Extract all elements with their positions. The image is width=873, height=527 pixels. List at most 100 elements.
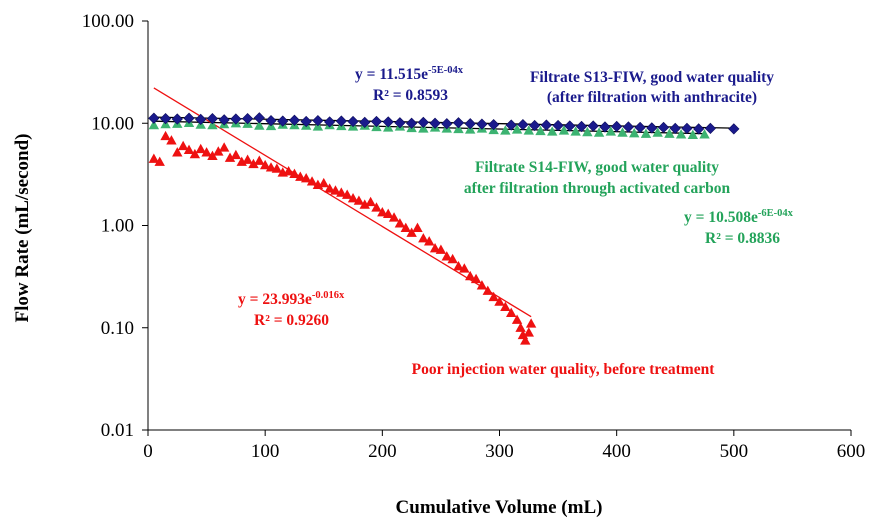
s14-point <box>558 125 570 135</box>
x-tick-label: 400 <box>602 441 631 462</box>
s13-point <box>452 117 465 129</box>
s13-point <box>195 113 207 126</box>
y-tick-label: 10.00 <box>91 113 134 134</box>
s13-r-squared: R² = 0.8593 <box>373 87 448 104</box>
s14-equation-base: y = 10.508e <box>684 209 758 226</box>
s13-point <box>681 122 693 135</box>
s14-r-squared: R² = 0.8836 <box>705 230 780 247</box>
poor-point <box>195 143 206 154</box>
x-tick-label: 200 <box>368 441 397 462</box>
s13-point <box>218 114 230 126</box>
poor-point <box>359 199 370 209</box>
poor-point <box>377 206 388 217</box>
s14-point <box>207 119 218 130</box>
poor-point <box>424 236 435 246</box>
s13-point <box>464 118 476 130</box>
poor-point <box>341 189 353 199</box>
s14-equation: y = 10.508e-6E-04x <box>684 208 794 226</box>
s14-point <box>500 125 511 135</box>
s14-point <box>664 128 675 138</box>
y-tick-label: 1.00 <box>101 216 134 237</box>
poor-point <box>494 296 505 306</box>
s13-point <box>564 120 576 132</box>
poor-point <box>520 335 531 345</box>
poor-point <box>511 314 523 324</box>
poor-point <box>148 153 160 163</box>
poor-point <box>306 176 318 186</box>
s14-point <box>593 127 605 137</box>
s14-point <box>523 125 534 135</box>
y-axis-title: Flow Rate (mL/second) <box>12 134 33 323</box>
s13-point <box>704 122 717 135</box>
poor-point <box>412 222 423 232</box>
poor-equation-exponent: -0.016x <box>312 290 345 301</box>
poor-point <box>500 301 511 312</box>
poor-point <box>470 273 482 284</box>
s13-point <box>382 116 394 128</box>
s13-point <box>265 115 277 127</box>
s14-point <box>652 127 663 137</box>
poor-point <box>515 322 526 332</box>
y-tick-label: 100.00 <box>82 11 134 32</box>
x-tick-label: 500 <box>720 441 749 462</box>
poor-point <box>394 218 406 228</box>
poor-point <box>525 318 537 328</box>
poor-point <box>259 159 271 170</box>
poor-point <box>207 150 218 161</box>
s13-point <box>529 119 541 132</box>
poor-point <box>213 146 224 156</box>
s13-point <box>646 122 658 134</box>
poor-point <box>160 130 171 141</box>
s13-point <box>370 115 383 128</box>
x-tick-label: 600 <box>837 441 866 462</box>
x-tick-label: 0 <box>143 441 153 462</box>
poor-point <box>265 162 277 172</box>
poor-point <box>300 173 312 183</box>
poor-point <box>183 144 195 154</box>
poor-point <box>330 185 341 195</box>
poor-point <box>283 165 294 176</box>
s13-point <box>611 120 623 133</box>
s13-point <box>417 116 429 128</box>
x-tick-label: 100 <box>251 441 280 462</box>
s13-point <box>441 118 453 130</box>
poor-point <box>447 253 458 264</box>
poor-point <box>406 227 417 237</box>
y-tick-label: 0.10 <box>101 318 134 339</box>
poor-point <box>289 168 300 179</box>
s14-label-line-1: Filtrate S14-FIW, good water quality <box>475 159 719 176</box>
poor-point <box>523 327 534 337</box>
poor-point <box>254 155 265 165</box>
s13-point <box>347 115 359 128</box>
data-markers <box>148 112 740 345</box>
poor-point <box>230 149 242 160</box>
poor-point <box>318 177 329 188</box>
poor-point <box>488 291 499 302</box>
poor-point <box>201 147 212 157</box>
s14-label-line-2: after filtration through activated carbo… <box>464 180 731 197</box>
x-axis-title: Cumulative Volume (mL) <box>396 497 603 518</box>
s13-point <box>552 119 564 132</box>
s13-point <box>323 116 336 128</box>
s13-point <box>206 112 219 125</box>
s13-equation: y = 11.515e-5E-04x <box>355 65 464 83</box>
poor-point <box>365 196 376 207</box>
s13-point <box>241 112 254 125</box>
poor-point <box>295 171 306 181</box>
poor-point <box>218 142 230 152</box>
s14-point <box>547 126 558 136</box>
poor-point <box>242 154 253 164</box>
s13-point <box>540 119 552 131</box>
s13-equation-base: y = 11.515e <box>355 66 428 83</box>
s13-point <box>505 119 517 131</box>
s13-point <box>622 121 635 133</box>
poor-point <box>400 222 411 232</box>
s14-point <box>640 128 652 138</box>
poor-point <box>271 163 283 173</box>
poor-point <box>166 135 177 145</box>
s13-point <box>253 112 265 124</box>
s13-point <box>599 121 611 133</box>
poor-point <box>353 195 365 205</box>
s13-point <box>406 117 418 129</box>
